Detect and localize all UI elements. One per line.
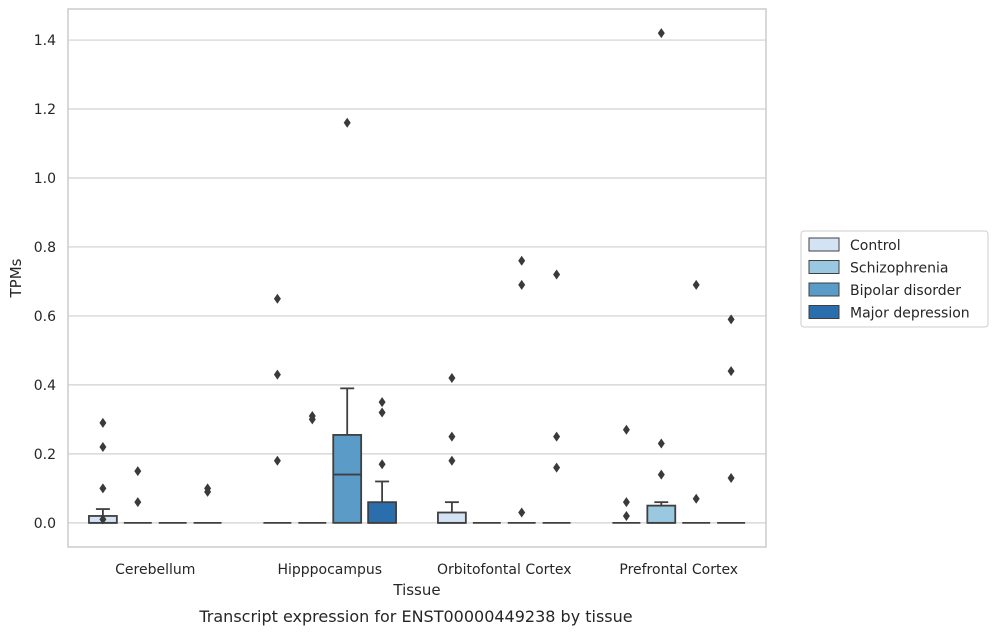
legend-swatch bbox=[808, 237, 840, 252]
plot-frame bbox=[67, 8, 767, 548]
y-tick-label: 0.6 bbox=[34, 309, 56, 325]
y-tick-label: 0.4 bbox=[34, 378, 56, 394]
y-axis-label: TPMs bbox=[7, 258, 25, 298]
x-tick-labels: Cerebellum Hipppocampus Orbitofontal Corte… bbox=[115, 562, 738, 578]
y-tick-label: 1.2 bbox=[34, 102, 56, 118]
box-0-2 bbox=[437, 373, 467, 524]
outlier-point bbox=[518, 255, 526, 266]
box-1-0 bbox=[123, 466, 152, 524]
outlier-point bbox=[727, 314, 735, 325]
box-0-0 bbox=[88, 417, 118, 525]
outlier-point bbox=[657, 28, 665, 39]
outlier-point bbox=[553, 431, 561, 442]
x-tick-label: Prefrontal Cortex bbox=[619, 562, 738, 578]
y-tick-label: 0.8 bbox=[34, 240, 56, 256]
x-axis-label: Tissue bbox=[392, 581, 440, 599]
outlier-point bbox=[448, 431, 456, 442]
x-tick-label: Cerebellum bbox=[115, 562, 195, 578]
x-tick-label: Orbitofontal Cortex bbox=[437, 562, 572, 578]
outlier-point bbox=[134, 497, 142, 508]
outlier-point bbox=[448, 373, 456, 384]
legend-frame bbox=[800, 230, 989, 328]
y-tick-labels: 0.0 0.2 0.4 0.6 0.8 1.0 1.2 1.4 bbox=[34, 33, 56, 532]
legend-label: Control bbox=[850, 238, 901, 254]
box-0-1 bbox=[263, 293, 292, 524]
box-0-3 bbox=[612, 424, 641, 524]
outlier-point bbox=[622, 510, 630, 521]
chart-caption: Transcript expression for ENST0000044923… bbox=[198, 607, 632, 626]
outlier-point bbox=[692, 279, 700, 290]
box-3-0 bbox=[193, 483, 222, 524]
box-2-2 bbox=[507, 255, 536, 524]
outlier-point bbox=[448, 455, 456, 466]
outlier-point bbox=[99, 441, 107, 452]
outlier-point bbox=[308, 414, 316, 425]
box-3-1 bbox=[367, 397, 397, 524]
legend-swatch bbox=[808, 305, 840, 319]
y-tick-label: 1.4 bbox=[34, 33, 56, 49]
box-plots bbox=[88, 28, 746, 525]
outlier-point bbox=[99, 514, 107, 525]
outlier-point bbox=[378, 397, 386, 408]
outlier-point bbox=[692, 493, 700, 504]
outlier-point bbox=[518, 507, 526, 518]
outlier-point bbox=[518, 279, 526, 290]
outlier-point bbox=[727, 473, 735, 484]
legend-label: Schizophrenia bbox=[850, 261, 948, 277]
y-tick-label: 0.0 bbox=[34, 516, 56, 532]
outlier-point bbox=[273, 369, 281, 380]
outlier-point bbox=[657, 469, 665, 480]
legend-label: Bipolar disorder bbox=[850, 283, 961, 299]
outlier-point bbox=[134, 466, 142, 477]
box-body bbox=[332, 434, 363, 524]
box-body bbox=[437, 511, 467, 524]
outlier-point bbox=[378, 407, 386, 418]
outlier-point bbox=[99, 417, 107, 428]
box-1-1 bbox=[298, 410, 327, 524]
y-tick-label: 1.0 bbox=[34, 171, 56, 187]
legend-swatch bbox=[808, 260, 840, 274]
y-tick-label: 0.2 bbox=[34, 447, 56, 463]
outlier-point bbox=[553, 269, 561, 280]
legend-swatch bbox=[808, 282, 840, 297]
box-3-3 bbox=[717, 314, 746, 524]
outlier-point bbox=[343, 117, 351, 128]
box-2-3 bbox=[682, 279, 711, 524]
box-3-2 bbox=[542, 269, 571, 524]
outlier-point bbox=[378, 459, 386, 470]
box-body bbox=[646, 504, 677, 524]
box-body bbox=[367, 501, 397, 524]
grid-lines bbox=[68, 39, 766, 524]
outlier-point bbox=[727, 366, 735, 377]
outlier-point bbox=[204, 486, 212, 497]
legend: Control Schizophrenia Bipolar disorder Majo… bbox=[800, 230, 989, 328]
outlier-point bbox=[657, 438, 665, 449]
box-2-1 bbox=[332, 117, 363, 524]
outlier-point bbox=[99, 483, 107, 494]
box-1-3 bbox=[646, 28, 677, 524]
outlier-point bbox=[553, 462, 561, 473]
legend-label: Major depression bbox=[850, 306, 970, 322]
outlier-point bbox=[622, 424, 630, 435]
outlier-point bbox=[273, 293, 281, 304]
outlier-point bbox=[622, 497, 630, 508]
x-tick-label: Hipppocampus bbox=[277, 562, 382, 578]
outlier-point bbox=[273, 455, 281, 466]
